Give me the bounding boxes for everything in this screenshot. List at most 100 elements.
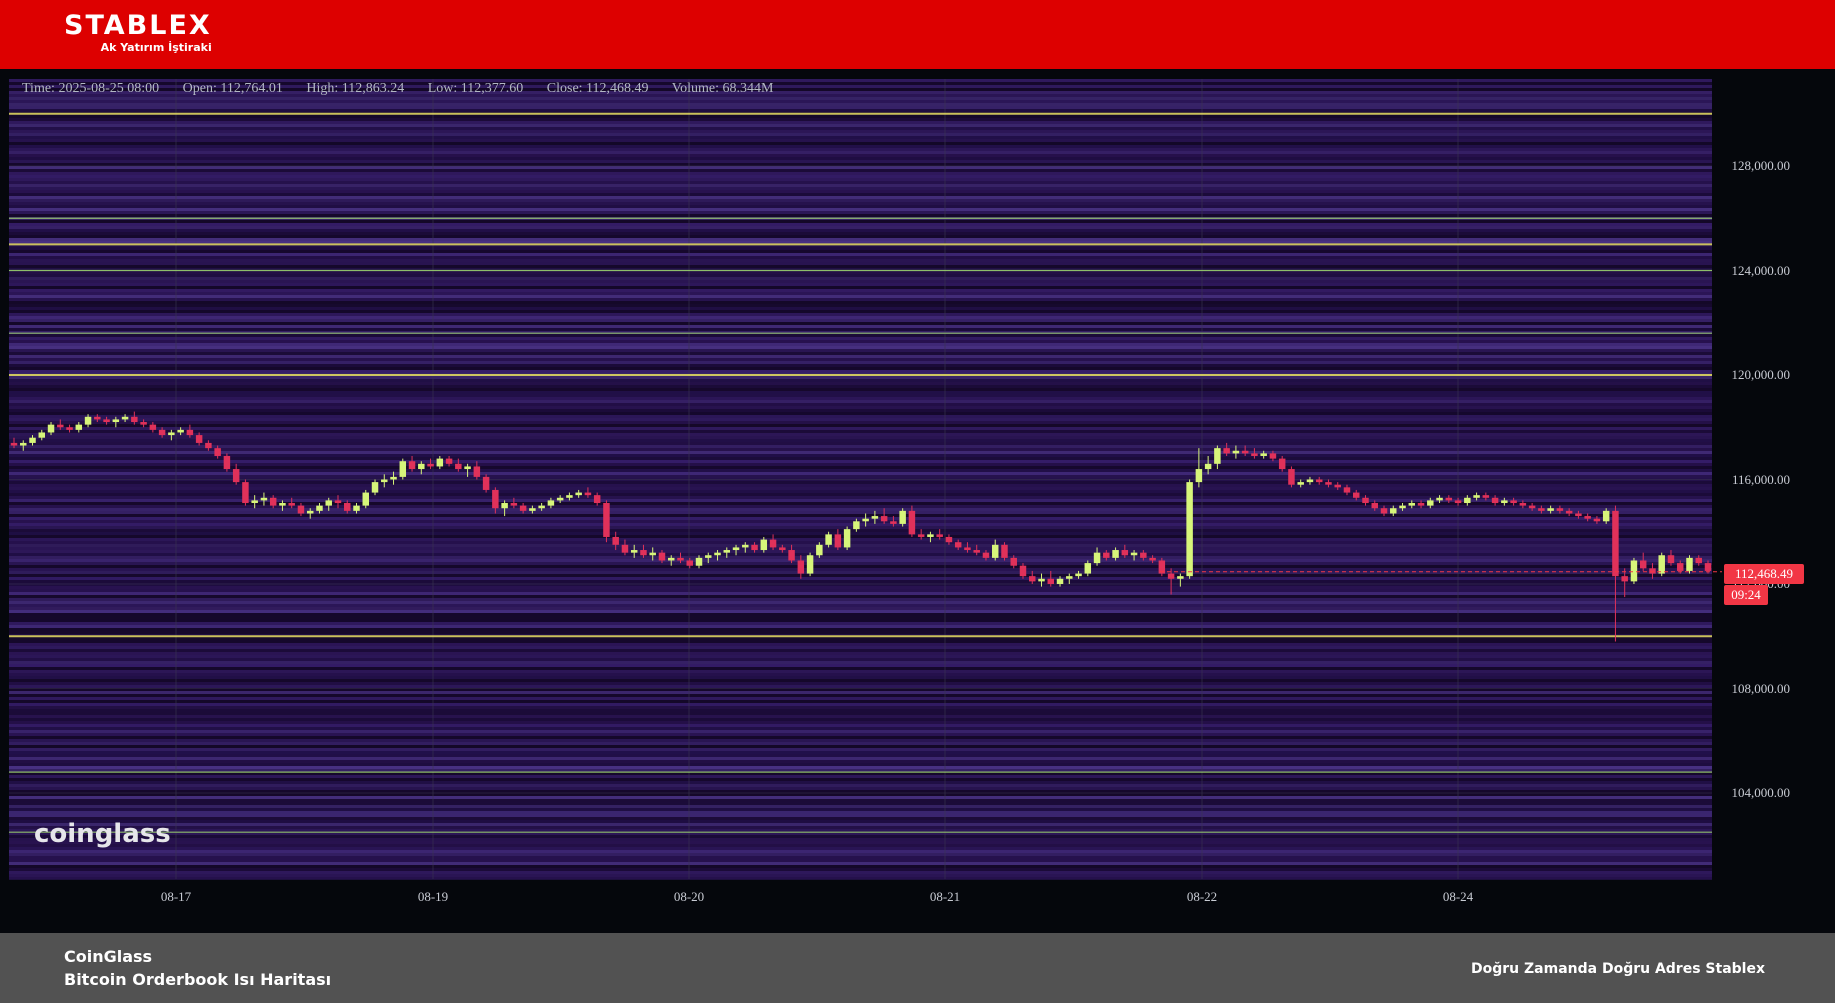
candle-body (1306, 479, 1314, 483)
candle-body (510, 503, 518, 506)
candle-body (1704, 563, 1712, 571)
heatmap-band (9, 82, 1712, 85)
heatmap-band (9, 484, 1712, 487)
candle-body (427, 463, 434, 467)
candle-body (908, 510, 916, 535)
heatmap-band (9, 460, 1712, 463)
heatmap-band (9, 523, 1712, 526)
candle-body (1195, 469, 1203, 483)
logo-text: STABLEX (64, 10, 212, 41)
candle-body (1547, 508, 1554, 511)
candle-body (306, 510, 314, 514)
heatmap-band (9, 397, 1712, 400)
heatmap-band (9, 877, 1712, 880)
candle-body (1029, 576, 1036, 582)
candle-body (186, 429, 194, 436)
heatmap-band (9, 232, 1712, 235)
ohlc-time: Time: 2025-08-25 08:00 (22, 81, 160, 96)
heatmap-band (9, 691, 1712, 694)
heatmap-band (9, 418, 1712, 421)
candle-body (316, 505, 323, 511)
candle-body (547, 500, 555, 506)
heatmap-band (9, 805, 1712, 808)
chart-canvas[interactable] (0, 69, 1835, 933)
heatmap-band (9, 184, 1712, 187)
heatmap-band (9, 136, 1712, 139)
candle-body (788, 550, 795, 561)
candle-body (529, 508, 536, 511)
candle-body (556, 497, 564, 501)
heatmap-band (9, 535, 1712, 538)
heatmap-band (9, 772, 1712, 775)
candle-body (94, 416, 101, 420)
heatmap-band (9, 352, 1712, 355)
heatmap-band (9, 382, 1712, 385)
heatmap-band (9, 640, 1712, 643)
candle-body (1501, 500, 1508, 504)
heatmap-band (9, 856, 1712, 859)
heatmap-band (9, 697, 1712, 700)
footer-title: Bitcoin Orderbook Isı Haritası (64, 970, 332, 989)
candle-body (1325, 482, 1332, 485)
candle-body (936, 534, 943, 537)
candle-body (806, 555, 814, 574)
heatmap-band (9, 730, 1712, 733)
heatmap-band (9, 853, 1712, 856)
candle-body (899, 510, 906, 524)
candle-body (964, 547, 971, 551)
candle-body (1204, 463, 1212, 470)
candle-body (621, 544, 629, 553)
candle-body (1686, 557, 1693, 571)
candle-body (1510, 500, 1517, 504)
heatmap-band (9, 655, 1712, 658)
candle-body (168, 432, 175, 436)
heatmap-band (9, 496, 1712, 499)
heatmap-band (9, 79, 1712, 82)
candle-body (1288, 469, 1295, 485)
stablex-logo[interactable]: STABLEX Ak Yatırım İştiraki (64, 10, 212, 55)
heatmap-band (9, 541, 1712, 544)
candle-body (640, 550, 647, 556)
candle-body (917, 534, 925, 537)
heatmap-band (9, 508, 1712, 511)
heatmap-chart[interactable]: Time: 2025-08-25 08:00 Open: 112,764.01 … (0, 69, 1835, 933)
candle-body (1667, 555, 1675, 564)
candle-body (371, 482, 379, 493)
candle-body (177, 429, 184, 433)
candle-body (1232, 450, 1240, 454)
coinglass-watermark: coinglass (34, 819, 171, 849)
heatmap-band (9, 844, 1712, 847)
candle-body (667, 557, 675, 561)
heatmap-band (9, 325, 1712, 328)
heatmap-band (9, 256, 1712, 259)
heatmap-band (9, 466, 1712, 469)
candle-body (991, 544, 999, 558)
candle-body (945, 536, 953, 543)
heatmap-band (9, 448, 1712, 451)
candle-body (862, 518, 869, 522)
heatmap-band (9, 511, 1712, 514)
heatmap-band (9, 619, 1712, 622)
footer-slogan: Doğru Zamanda Doğru Adres Stablex (1471, 961, 1765, 977)
candle-body (1177, 576, 1184, 579)
heatmap-band (9, 145, 1712, 148)
heatmap-band (9, 304, 1712, 307)
heatmap-band (9, 829, 1712, 832)
heatmap-band (9, 637, 1712, 640)
candle-body (714, 552, 721, 556)
heatmap-band (9, 238, 1712, 241)
heatmap-band (9, 868, 1712, 871)
heatmap-band (9, 784, 1712, 787)
candle-body (1621, 576, 1628, 582)
heatmap-band (9, 358, 1712, 361)
candle-body (1482, 495, 1490, 498)
candle-body (84, 416, 92, 425)
heatmap-band (9, 439, 1712, 442)
candle-body (242, 482, 249, 504)
candle-body (1454, 500, 1462, 504)
heatmap-band (9, 820, 1712, 823)
heatmap-band (9, 799, 1712, 802)
candle-body (269, 497, 277, 506)
heatmap-band (9, 808, 1712, 811)
heatmap-band (9, 223, 1712, 226)
